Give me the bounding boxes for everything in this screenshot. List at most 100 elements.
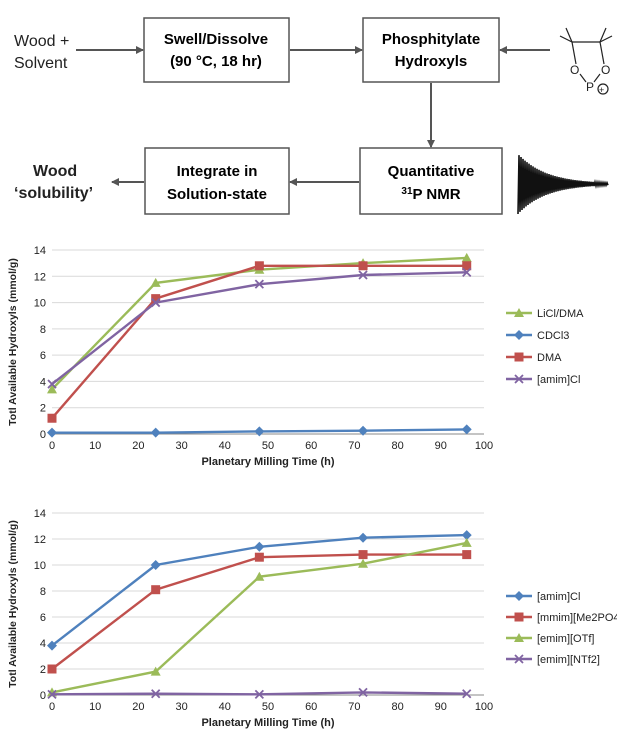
x-tick-label: 80: [391, 440, 403, 452]
data-point: [47, 413, 57, 423]
x-axis-title: Planetary Milling Time (h): [201, 717, 334, 729]
output-label: Wood ‘solubility’: [14, 163, 93, 202]
series-line: [51, 271, 467, 386]
y-axis-title: Totl Available Hydroxyls (mmol/g): [7, 258, 19, 426]
x-tick-label: 40: [219, 440, 231, 452]
input-label: Wood + Solvent: [14, 33, 69, 72]
data-point: [358, 687, 368, 698]
step3-line-1: Quantitative: [388, 163, 475, 180]
legend-item: DMA: [506, 352, 562, 364]
input-line-2: Solvent: [14, 55, 68, 72]
data-point: [150, 427, 161, 438]
legend-label: [emim][OTf]: [537, 633, 594, 645]
x-tick-label: 70: [348, 440, 360, 452]
x-tick-labels: 0 10 20 30 40 50 60 70 80 90 100: [49, 440, 493, 452]
legend-item: [emim][NTf2]: [506, 654, 600, 666]
legend-swatch-marker: [514, 591, 524, 601]
data-point: [150, 277, 161, 287]
legend-item: [amim]Cl: [506, 591, 580, 603]
series-2: [47, 261, 472, 423]
data-point: [461, 530, 472, 541]
data-point: [358, 270, 368, 280]
legend-item: [mmim][Me2PO4: [506, 612, 617, 624]
data-point: [461, 424, 472, 435]
data-point: [358, 550, 368, 560]
data-point: [47, 664, 57, 674]
y-tick-label: 6: [40, 612, 46, 624]
legend-label: [mmim][Me2PO4: [537, 612, 617, 624]
x-tick-label: 100: [475, 440, 493, 452]
series-line: [51, 264, 467, 419]
reagent-o2: O: [601, 63, 610, 77]
step1-line-2: (90 °C, 18 hr): [170, 53, 262, 70]
data-point: [254, 426, 265, 437]
data-point: [254, 571, 265, 581]
output-line-1: Wood: [33, 163, 77, 180]
data-point: [358, 261, 368, 271]
data-point: [461, 252, 472, 262]
x-axis-title: Planetary Milling Time (h): [201, 456, 334, 468]
data-point: [150, 560, 161, 570]
data-point: [254, 689, 264, 699]
legend-label: [amim]Cl: [537, 591, 580, 603]
y-tick-label: 0: [40, 690, 46, 702]
legend-item: LiCl/DMA: [506, 308, 584, 320]
data-point: [254, 541, 265, 552]
y-tick-label: 8: [40, 324, 46, 336]
y-tick-label: 4: [40, 376, 46, 388]
legend-label: LiCl/DMA: [537, 308, 584, 320]
x-tick-label: 50: [262, 440, 274, 452]
data-point: [47, 427, 57, 438]
x-tick-label: 0: [49, 440, 55, 452]
step-swell-dissolve-box: Swell/Dissolve (90 °C, 18 hr): [143, 17, 290, 83]
y-axis-title: Totl Available Hydroxyls (mmol/g): [7, 520, 19, 688]
data-point: [47, 384, 57, 394]
data-point: [254, 261, 264, 271]
x-tick-label: 10: [89, 440, 101, 452]
legend-item: [amim]Cl: [506, 374, 580, 386]
phosphitylating-reagent-structure: [559, 27, 613, 95]
legend: [amim]Cl [mmim][Me2PO4 [emim][OTf] [emim][N…: [506, 591, 617, 666]
chart-solvents: 0 2 4 6 8 10 12 14 0 10 20 30 40 50 60 70 80 90 100 Plane…: [7, 245, 584, 468]
legend-swatch-marker: [514, 352, 524, 362]
x-tick-label: 30: [175, 440, 187, 452]
nmr-spectrum-icon: [517, 155, 609, 215]
y-tick-labels: 0 2 4 6 8 10 12 14: [34, 245, 46, 441]
data-point: [150, 666, 161, 676]
reagent-p: P: [586, 80, 594, 94]
x-tick-label: 50: [262, 701, 274, 713]
x-tick-label: 20: [132, 701, 144, 713]
y-tick-label: 12: [34, 271, 46, 283]
step2-line-1: Phosphitylate: [382, 31, 480, 48]
x-tick-label: 70: [348, 701, 360, 713]
step-integrate-box: Integrate in Solution-state: [144, 147, 290, 215]
legend-label: [amim]Cl: [537, 374, 580, 386]
step4-line-1: Integrate in: [177, 163, 258, 180]
chart-ionic-liquids: 0 2 4 6 8 10 12 14 0 10 20 30 40 50 60 70 80 90 100 Plane…: [7, 508, 617, 729]
data-point: [151, 689, 161, 699]
data-point: [461, 537, 472, 547]
legend: LiCl/DMA CDCl3 DMA [amim]Cl: [506, 308, 584, 386]
data-point: [47, 689, 57, 699]
data-point: [462, 550, 472, 560]
data-point: [462, 267, 472, 277]
series-0: [47, 530, 472, 651]
x-tick-label: 90: [435, 701, 447, 713]
series-layer: [47, 252, 472, 438]
output-line-2: ‘solubility’: [14, 185, 93, 202]
series-2: [47, 537, 472, 697]
step-phosphitylate-box: Phosphitylate Hydroxyls: [362, 17, 500, 83]
step-quantitative-nmr-box: Quantitative 31P NMR: [359, 147, 503, 215]
legend-label: [emim][NTf2]: [537, 654, 600, 666]
y-tick-label: 4: [40, 638, 46, 650]
y-tick-label: 8: [40, 586, 46, 598]
legend-label: DMA: [537, 352, 562, 364]
legend-swatch-marker: [514, 374, 524, 384]
series-layer: [47, 530, 472, 699]
data-point: [47, 640, 57, 651]
step2-line-2: Hydroxyls: [395, 53, 468, 70]
y-tick-label: 6: [40, 350, 46, 362]
y-tick-label: 2: [40, 403, 46, 415]
data-point: [151, 294, 161, 304]
legend-swatch-marker: [514, 654, 524, 664]
